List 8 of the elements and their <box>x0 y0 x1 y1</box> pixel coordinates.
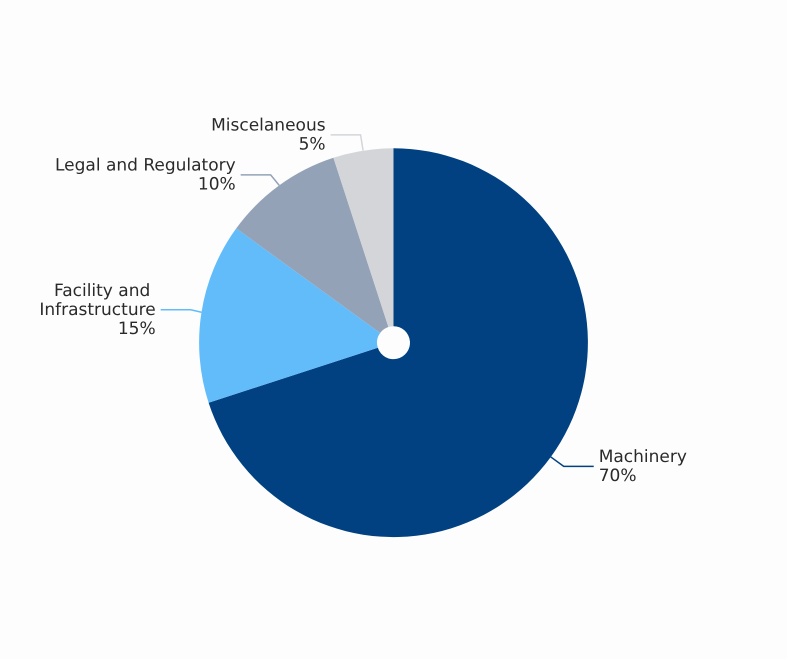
data-label: 10% <box>198 174 236 194</box>
slice-label: Facility and Infrastructure <box>39 280 156 320</box>
data-label: 70% <box>598 466 637 486</box>
data-label: 15% <box>118 318 156 339</box>
slice-label: Machinery <box>598 446 687 467</box>
slice-label: Miscelaneous <box>211 115 326 136</box>
data-label: 5% <box>298 134 326 154</box>
slice-label: Legal and Regulatory <box>54 155 236 176</box>
